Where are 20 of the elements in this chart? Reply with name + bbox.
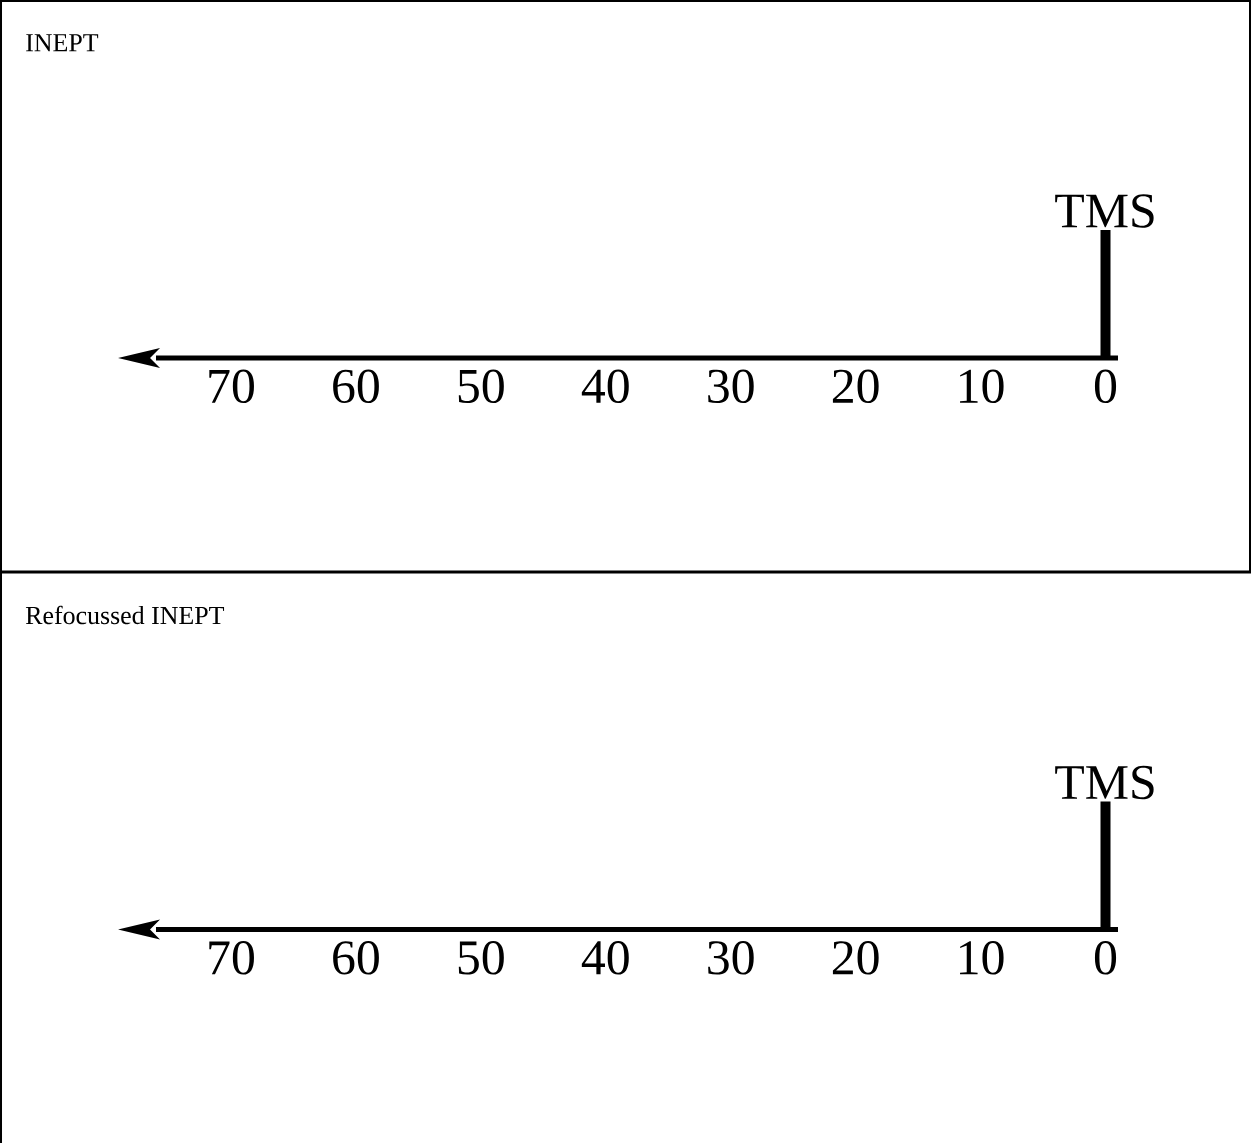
chart-title: Refocussed INEPT — [25, 605, 225, 625]
x-tick-label: 60 — [333, 941, 379, 975]
annotation: TMS — [1055, 765, 1154, 800]
x-tick-label: 0 — [1094, 941, 1117, 975]
x-tick-label: 40 — [581, 941, 629, 975]
annotation: TMS — [1055, 194, 1154, 228]
x-tick-label: 70 — [209, 941, 254, 975]
x-tick-label: 70 — [209, 369, 254, 404]
x-tick-label: 0 — [1094, 369, 1117, 404]
chart-title: INEPT — [26, 34, 99, 52]
x-tick-label: 10 — [960, 369, 1004, 404]
x-tick-label: 50 — [458, 369, 504, 404]
x-tick-label: 40 — [581, 369, 629, 404]
x-tick-label: 30 — [708, 369, 754, 404]
x-tick-label: 10 — [960, 941, 1004, 975]
x-tick-label: 20 — [832, 369, 879, 404]
x-tick-label: 50 — [458, 941, 504, 975]
x-tick-label: 20 — [832, 941, 879, 975]
x-tick-label: 60 — [333, 369, 379, 404]
x-tick-label: 30 — [708, 941, 754, 975]
